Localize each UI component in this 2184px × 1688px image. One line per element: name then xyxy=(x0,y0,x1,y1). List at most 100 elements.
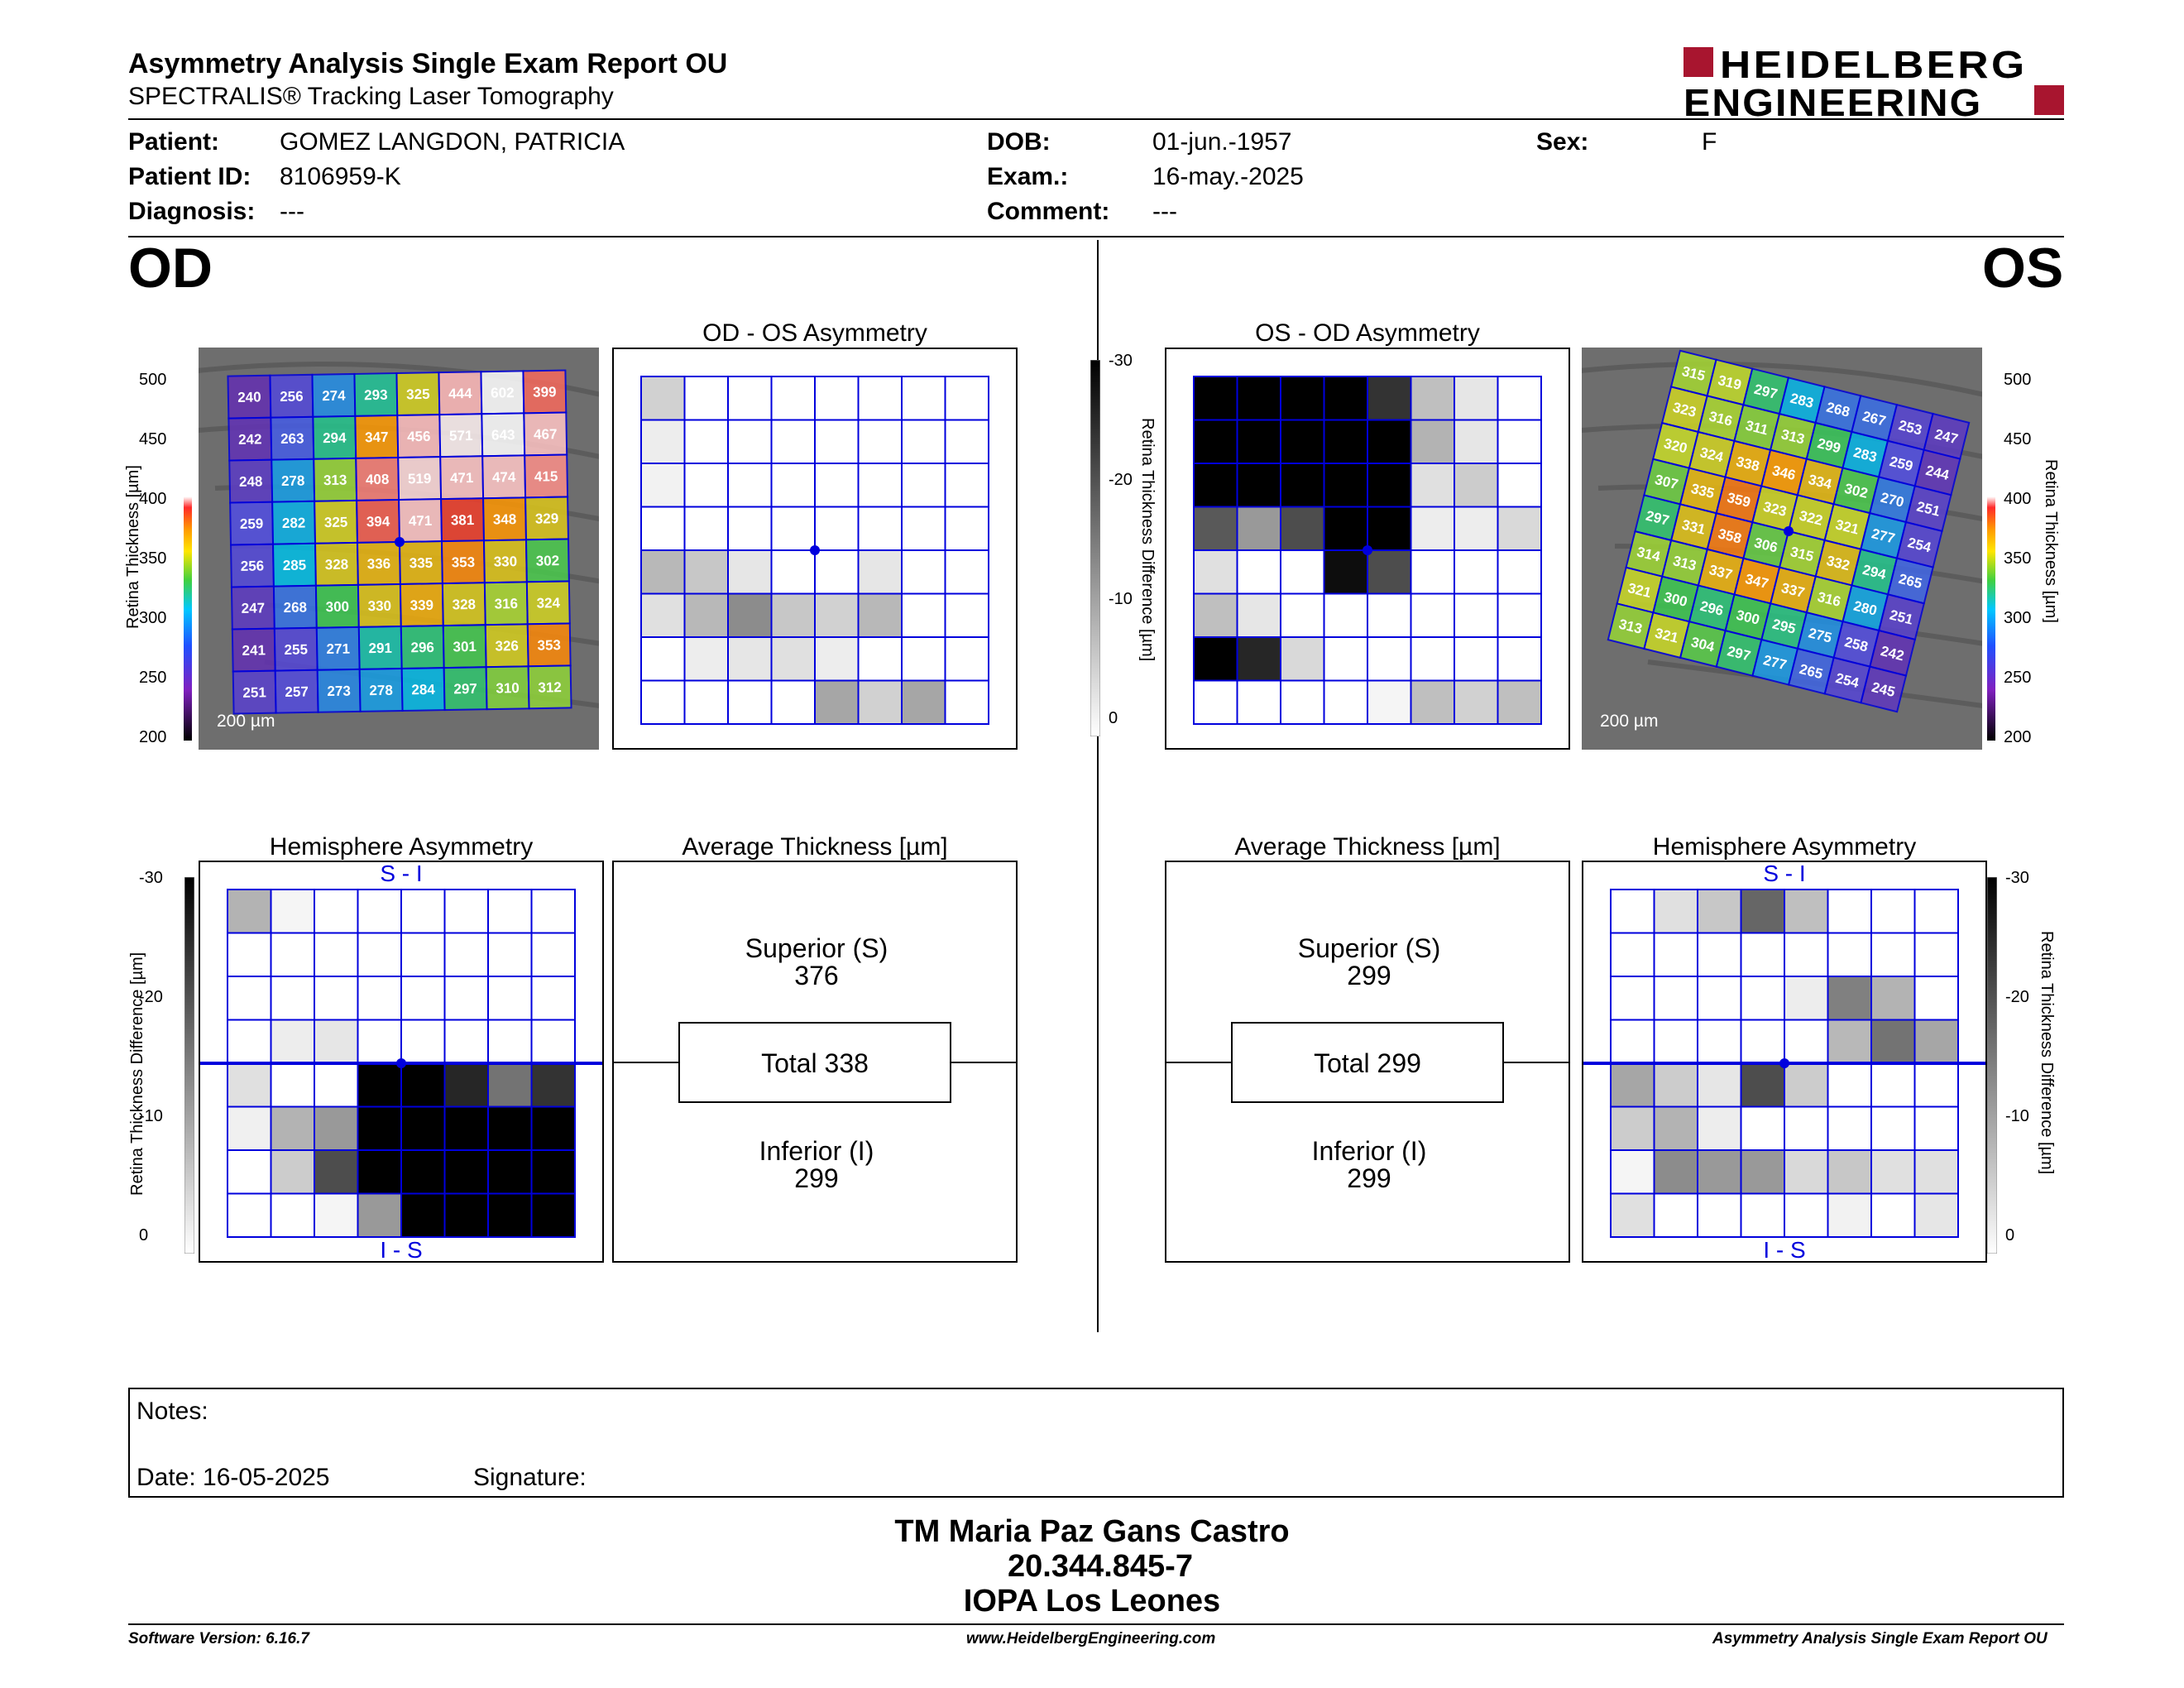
grid-cell xyxy=(1740,1062,1785,1108)
sex-label: Sex: xyxy=(1536,128,1589,156)
thickness-value: 353 xyxy=(537,637,561,653)
fovea-marker xyxy=(395,537,405,547)
tick-label: 250 xyxy=(2004,669,2032,687)
notes-box: Notes: Date: 16-05-2025 Signature: xyxy=(128,1388,2064,1498)
grid-cell xyxy=(1323,679,1368,725)
grid-cell xyxy=(357,1149,402,1195)
grid-cell xyxy=(400,1062,446,1108)
grid-cell xyxy=(857,592,903,638)
grid-cell xyxy=(1827,1192,1872,1238)
grid-cell xyxy=(944,679,989,725)
grid-cell xyxy=(314,1062,359,1108)
thickness-value: 399 xyxy=(533,384,557,400)
tick-label: 500 xyxy=(2004,371,2032,389)
thickness-value: 456 xyxy=(407,429,431,444)
grid-cell xyxy=(1784,1192,1829,1238)
tick-label: -20 xyxy=(139,988,163,1006)
grid-cell xyxy=(1784,976,1829,1021)
grid-cell xyxy=(683,592,729,638)
grid-cell xyxy=(1827,976,1872,1021)
grid-cell xyxy=(1697,889,1742,934)
os-total-value: Total 299 xyxy=(1314,1048,1421,1078)
grid-cell xyxy=(270,1105,315,1151)
exam-label: Exam.: xyxy=(987,163,1069,190)
grid-cell xyxy=(770,463,816,508)
grid-cell xyxy=(1280,419,1325,464)
grid-cell xyxy=(1280,636,1325,682)
grid-cell xyxy=(530,1149,576,1195)
grid-cell xyxy=(901,463,946,508)
grid-cell xyxy=(487,1105,533,1151)
grid-cell xyxy=(1870,1149,1916,1195)
grid-cell xyxy=(683,506,729,551)
grid-cell xyxy=(770,506,816,551)
grid-cell xyxy=(1653,932,1698,977)
od-thickness-map: 240 256 274 293 325 444 602 399 242 263 294 347 456 5… xyxy=(199,348,599,750)
grid-cell xyxy=(270,1062,315,1108)
grid-cell xyxy=(530,976,576,1021)
os-hemisphere-panel: S - I I - S xyxy=(1582,861,1987,1263)
grid-cell xyxy=(270,1149,315,1195)
od-hemi-bottom-label: I - S xyxy=(380,1237,423,1263)
grid-cell xyxy=(857,549,903,595)
grid-cell xyxy=(227,1105,272,1151)
heidelberg-logo-graphic xyxy=(1684,47,2064,115)
os-superior-label: Superior (S) xyxy=(1297,933,1441,963)
sex-value: F xyxy=(1702,128,1717,156)
grid-cell xyxy=(1784,932,1829,977)
thickness-value: 519 xyxy=(408,471,432,487)
signer-institution: IOPA Los Leones xyxy=(963,1584,1221,1618)
grid-cell xyxy=(1610,1019,1655,1064)
od-total-box: Total 338 xyxy=(678,1022,951,1103)
os-inferior-value: 299 xyxy=(1347,1163,1391,1193)
grid-cell xyxy=(1280,679,1325,725)
grid-cell xyxy=(1653,1105,1698,1151)
grid-cell xyxy=(400,889,446,934)
thickness-value: 296 xyxy=(410,640,434,655)
grid-cell xyxy=(1610,976,1655,1021)
os-asymmetry-grid xyxy=(1193,376,1542,725)
grid-cell xyxy=(443,1019,489,1064)
software-version: Software Version: 6.16.7 xyxy=(128,1630,309,1647)
thickness-cell xyxy=(527,664,572,710)
thickness-value: 263 xyxy=(280,430,304,446)
notes-label: Notes: xyxy=(136,1398,208,1425)
od-asymmetry-title: OD - OS Asymmetry xyxy=(702,319,927,347)
thickness-value: 328 xyxy=(452,597,476,612)
grid-cell xyxy=(814,679,860,725)
thickness-value: 255 xyxy=(284,641,308,657)
od-thickness-ticks: 500 450 400 350 300 250 200 xyxy=(139,371,180,751)
od-hemisphere-panel: S - I I - S xyxy=(199,861,604,1263)
grid-cell xyxy=(683,376,729,421)
grid-cell xyxy=(1454,636,1499,682)
diagnosis-label: Diagnosis: xyxy=(128,198,256,225)
grid-cell xyxy=(1497,463,1542,508)
os-scale-bar-label: 200 µm xyxy=(1600,712,1659,731)
signer-id: 20.344.845-7 xyxy=(1008,1549,1193,1584)
grid-cell xyxy=(1454,419,1499,464)
od-thickness-map-graphic: 240 256 274 293 325 444 602 399 242 263 294 347 456 5… xyxy=(199,348,599,750)
website-link[interactable]: www.HeidelbergEngineering.com xyxy=(966,1630,1216,1647)
grid-cell xyxy=(1323,376,1368,421)
grid-cell xyxy=(357,889,402,934)
fovea-marker xyxy=(396,1058,406,1068)
tick-label: 400 xyxy=(2004,490,2032,508)
grid-cell xyxy=(1870,889,1916,934)
grid-cell xyxy=(487,932,533,977)
grid-cell xyxy=(1870,932,1916,977)
grid-cell xyxy=(1913,976,1959,1021)
footer-report-name: Asymmetry Analysis Single Exam Report OU xyxy=(1712,1630,2048,1647)
grid-cell xyxy=(1497,506,1542,551)
grid-cell xyxy=(1653,1149,1698,1195)
grid-cell xyxy=(1280,376,1325,421)
patient-name: GOMEZ LANGDON, PATRICIA xyxy=(280,128,625,156)
grid-cell xyxy=(1410,463,1455,508)
thickness-value: 394 xyxy=(366,514,390,530)
grid-cell xyxy=(727,463,773,508)
grid-cell xyxy=(357,1105,402,1151)
tick-label: 350 xyxy=(139,549,167,568)
grid-cell xyxy=(357,1192,402,1238)
report-title: Asymmetry Analysis Single Exam Report OU xyxy=(128,48,728,79)
